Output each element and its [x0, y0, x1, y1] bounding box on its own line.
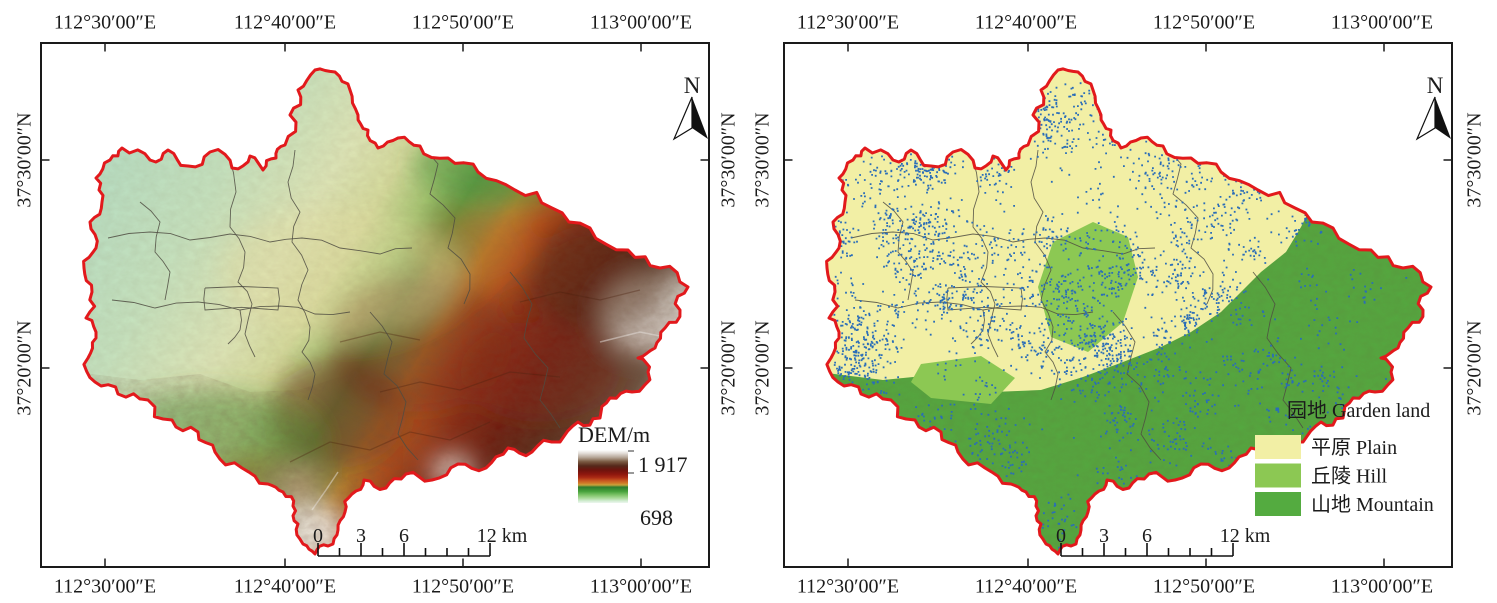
lon-label: 112°30′00″E	[53, 11, 157, 34]
legend-label-garden: 园地 Garden land	[1287, 399, 1430, 422]
svg-text:12 km: 12 km	[1220, 525, 1271, 547]
lon-label: 113°00′00″E	[1330, 575, 1434, 598]
dem-legend-title: DEM/m	[578, 422, 650, 447]
scale-bar: 0 3 6 12 km	[1056, 525, 1271, 557]
admin-boundaries	[107, 137, 561, 461]
dem-legend: DEM/m 1 917 698	[578, 422, 688, 530]
svg-text:3: 3	[1099, 525, 1109, 547]
map-frame	[783, 42, 1453, 568]
lon-label: 112°40′00″E	[233, 11, 337, 34]
lon-label: 112°30′00″E	[53, 575, 157, 598]
svg-text:N: N	[1427, 73, 1444, 98]
landform-raster	[826, 68, 1432, 555]
study-area-boundary	[825, 67, 1433, 556]
axis-ticks	[784, 43, 1452, 567]
svg-text:3: 3	[356, 525, 366, 547]
lon-label: 112°30′00″E	[796, 575, 900, 598]
dem-max-value: 1 917	[638, 452, 688, 477]
lat-label: 37°30′00″N	[13, 112, 36, 208]
legend-label-mountain: 山地 Mountain	[1311, 493, 1434, 516]
lon-label: 112°50′00″E	[1152, 575, 1256, 598]
lon-label: 113°00′00″E	[589, 11, 693, 34]
mountain-swatch	[1255, 492, 1301, 516]
hill-swatch	[1255, 463, 1301, 488]
map-frame	[40, 42, 710, 568]
north-arrow: N	[1415, 73, 1451, 141]
lat-label: 37°20′00″N	[13, 320, 36, 416]
study-area-boundary	[82, 67, 690, 556]
plain-swatch	[1255, 435, 1301, 459]
scale-bar: 0 3 6 12 km	[313, 525, 528, 557]
axis-ticks	[41, 43, 709, 567]
lat-label: 37°30′00″N	[751, 112, 774, 208]
landform-map: 园地 Garden land 平原 Plain 丘陵 Hill 山地 Mount…	[783, 42, 1453, 568]
north-arrow: N	[672, 73, 708, 141]
lat-label: 37°20′00″N	[751, 320, 774, 416]
svg-text:6: 6	[399, 525, 409, 547]
lat-label: 37°30′00″N	[717, 112, 740, 208]
lon-label: 113°00′00″E	[589, 575, 693, 598]
legend-label-plain: 平原 Plain	[1311, 437, 1397, 459]
landform-legend: 园地 Garden land 平原 Plain 丘陵 Hill 山地 Mount…	[1255, 399, 1434, 516]
lon-label: 112°50′00″E	[411, 11, 515, 34]
lat-label: 37°30′00″N	[1463, 112, 1486, 208]
svg-text:0: 0	[313, 525, 323, 547]
lon-label: 113°00′00″E	[1330, 11, 1434, 34]
svg-text:N: N	[684, 73, 701, 98]
lat-label: 37°20′00″N	[717, 320, 740, 416]
legend-label-hill: 丘陵 Hill	[1311, 465, 1388, 488]
garden-land-dot-marker	[1275, 407, 1279, 411]
lon-label: 112°40′00″E	[974, 575, 1078, 598]
lon-label: 112°50′00″E	[1152, 11, 1256, 34]
lon-label: 112°50′00″E	[411, 575, 515, 598]
lat-label: 37°20′00″N	[1463, 320, 1486, 416]
svg-text:0: 0	[1056, 525, 1066, 547]
lon-label: 112°30′00″E	[796, 11, 900, 34]
dem-map: DEM/m 1 917 698 0 3 6 12 km N	[40, 42, 710, 568]
dem-min-value: 698	[640, 505, 673, 530]
dem-color-ramp	[578, 450, 628, 503]
svg-text:12 km: 12 km	[477, 525, 528, 547]
lon-label: 112°40′00″E	[974, 11, 1078, 34]
svg-text:6: 6	[1142, 525, 1152, 547]
lon-label: 112°40′00″E	[233, 575, 337, 598]
